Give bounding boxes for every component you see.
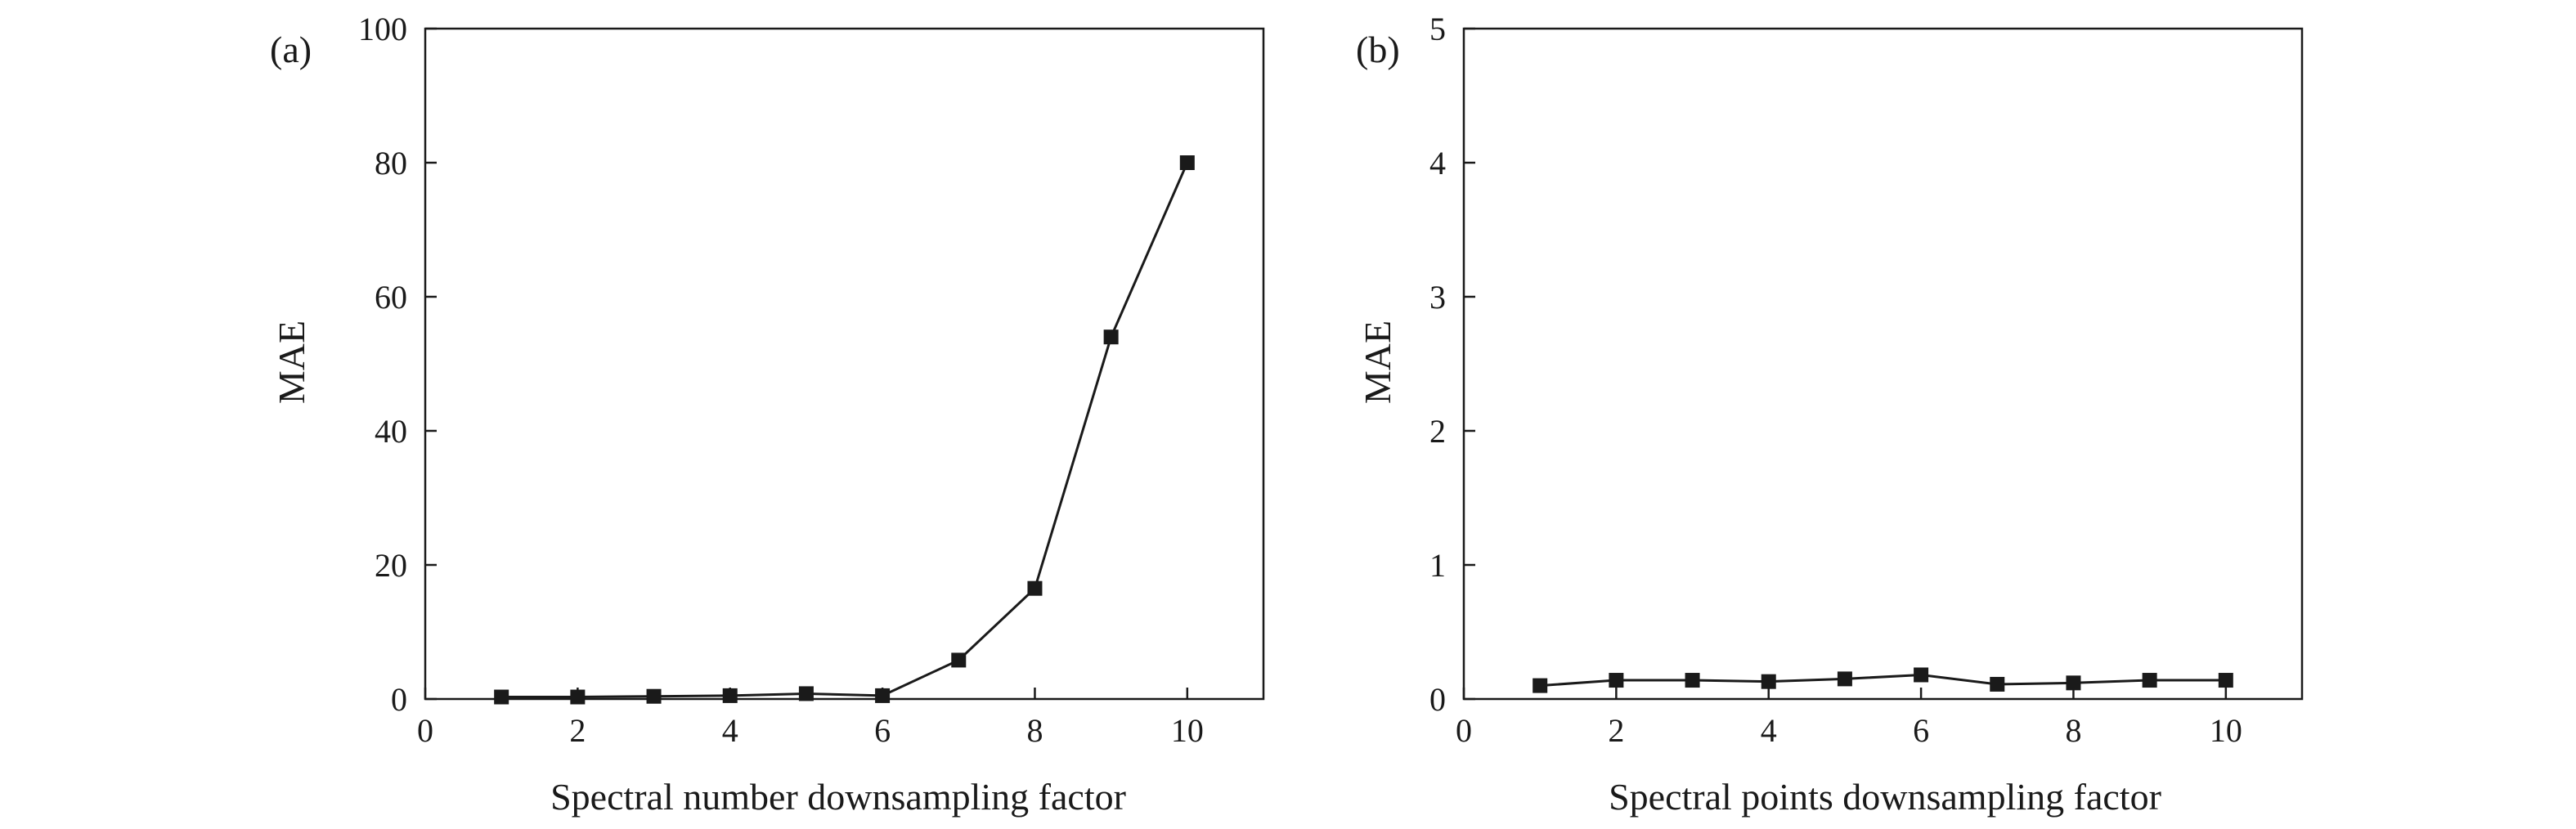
panel-a-data-point [722,688,738,703]
panel-a: (a) MAE Spectral number downsampling fac… [270,11,1265,818]
panel-a-x-tick-label: 8 [1026,712,1043,749]
panel-a-y-tick-label: 60 [375,279,407,316]
panel-b-x-tick-label: 4 [1761,712,1777,749]
panel-b-x-tick-label: 0 [1456,712,1472,749]
panel-b-y-tick-label: 3 [1429,279,1446,316]
panel-b-y-tick-label: 0 [1429,681,1446,718]
panel-a-x-tick-label: 6 [874,712,891,749]
panel-a-y-tick-label: 100 [358,11,407,47]
panel-a-x-axis-title: Spectral number downsampling factor [550,776,1126,818]
panel-a-data-point [875,688,891,703]
panel-a-x-tick-label: 2 [569,712,586,749]
panel-a-data-point [646,688,662,704]
panel-a-data-point [798,686,814,701]
panel-b-y-axis-title: MAE [1357,320,1398,404]
panel-a-data-point [494,689,509,705]
panel-b-data-point [1837,671,1852,687]
panel-b-x-tick-label: 10 [2210,712,2242,749]
panel-b-label: (b) [1356,29,1400,70]
panel-b-data-point [1609,673,1624,688]
panel-a-series-line [501,162,1189,699]
panel-b-x-tick-label: 8 [2065,712,2081,749]
panel-b-series-line [1540,673,2226,688]
panel-b-y-tick-label: 4 [1429,145,1446,181]
panel-a-y-tick-label: 0 [391,681,407,718]
panel-b-x-tick-label: 2 [1608,712,1624,749]
panel-a-y-axis-title: MAE [271,320,312,404]
panel-b-data-point [1914,667,1929,683]
panel-b-data-point [1990,676,2005,692]
panel-b-y-tick-label: 1 [1429,547,1446,584]
panel-b-y-tick-label: 2 [1429,413,1446,450]
panel-b-data-point [2142,673,2157,688]
panel-a-y-tick-label: 80 [375,145,407,181]
panel-b-data-point [2066,675,2081,691]
panel-b-x-axis-title: Spectral points downsampling factor [1609,776,2161,818]
panel-b-data-point [1685,673,1700,688]
panel-a-data-point [1027,580,1043,596]
panel-a-plot-frame [424,27,1265,701]
panel-b-data-point [1533,678,1548,693]
panel-b: (b) MAE Spectral points downsampling fac… [1356,11,2304,818]
panel-a-data-point [951,652,967,668]
panel-a-x-tick-label: 4 [722,712,738,749]
panel-b-plot-frame [1462,27,2304,701]
panel-b-y-tick-label: 5 [1429,11,1446,47]
panel-a-data-point [1179,155,1195,170]
panel-a-data-point [570,689,586,705]
panel-a-data-point [1103,329,1119,345]
panel-a-label: (a) [270,29,312,70]
panel-b-data-point [1761,674,1776,689]
panel-b-x-tick-label: 6 [1913,712,1929,749]
panel-a-y-tick-label: 20 [375,547,407,584]
panel-a-x-tick-label: 10 [1171,712,1204,749]
panel-b-data-point [2218,673,2233,688]
panel-a-x-tick-label: 0 [417,712,433,749]
panel-a-y-tick-label: 40 [375,413,407,450]
